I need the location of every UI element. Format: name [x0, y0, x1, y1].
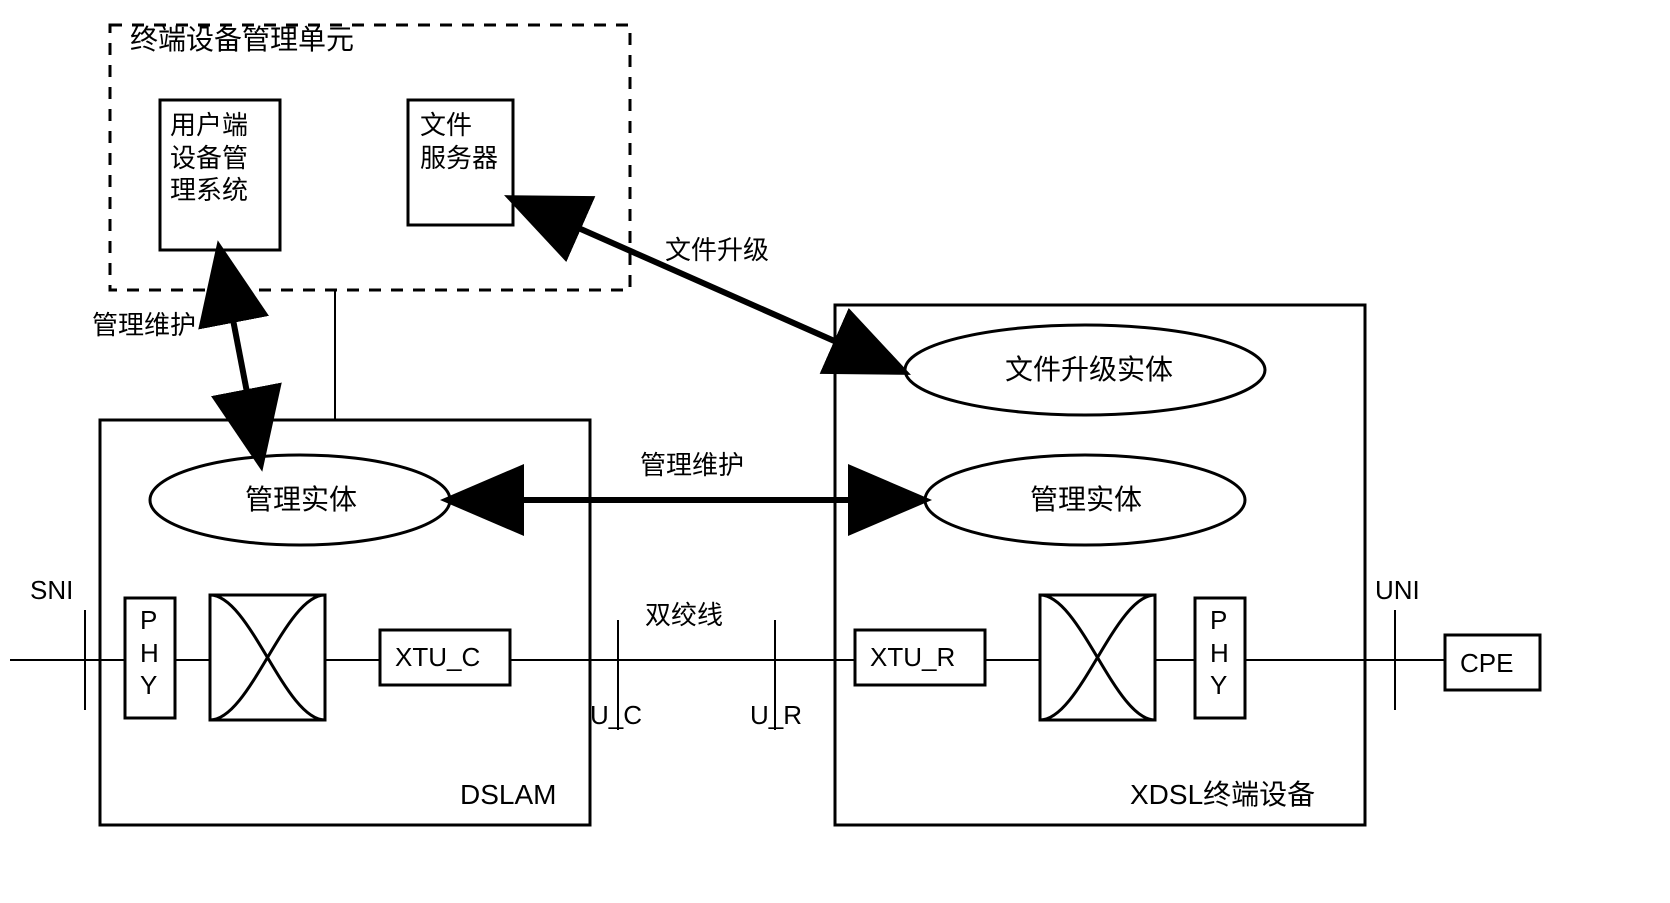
diagram-label: 终端设备管理单元 [130, 22, 354, 57]
diagram-label: 管理实体 [245, 482, 357, 517]
edge-1 [220, 252, 260, 460]
diagram-label: UNI [1375, 574, 1420, 607]
diagram-label: 双绞线 [645, 599, 723, 632]
diagram-label: U_R [750, 699, 802, 732]
diagram-label: U_C [590, 699, 642, 732]
diagram-label: P H Y [140, 604, 159, 702]
diagram-label: P H Y [1210, 604, 1229, 702]
diagram-label: XDSL终端设备 [1130, 777, 1315, 812]
diagram-label: 管理维护 [92, 309, 196, 342]
diagram-label: CPE [1460, 647, 1513, 680]
diagram-label: 文件升级 [665, 234, 769, 267]
diagram-label: DSLAM [460, 777, 556, 812]
diagram-label: 用户端 设备管 理系统 [170, 109, 248, 207]
diagram-label: 文件 服务器 [420, 109, 498, 174]
diagram-label: SNI [30, 574, 73, 607]
diagram-label: XTU_C [395, 641, 480, 674]
diagram-label: 管理维护 [640, 449, 744, 482]
diagram-label: 文件升级实体 [1005, 352, 1173, 387]
diagram-canvas [0, 0, 1670, 903]
edge-0 [515, 200, 900, 370]
diagram-label: 管理实体 [1030, 482, 1142, 517]
diagram-label: XTU_R [870, 641, 955, 674]
